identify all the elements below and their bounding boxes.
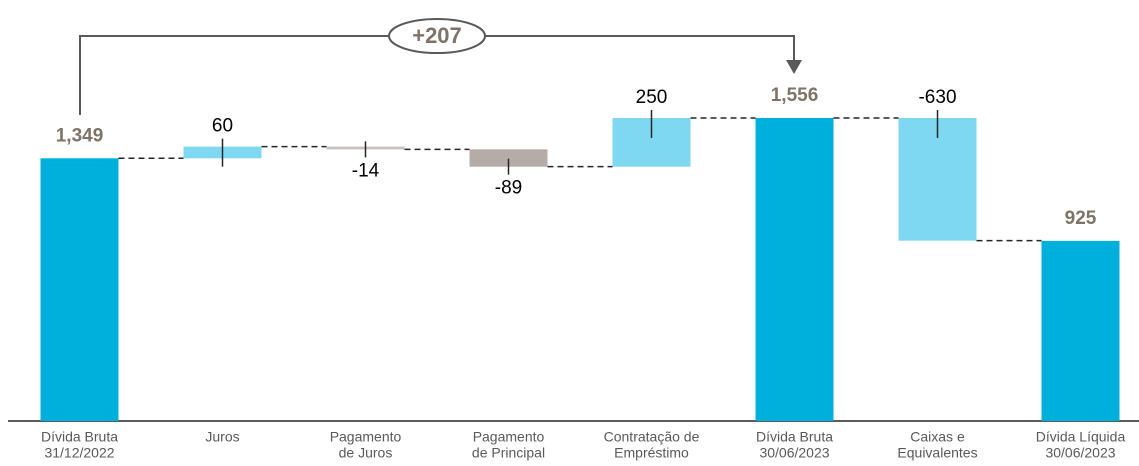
value-label: 60 bbox=[212, 116, 233, 137]
x-tick-label: de Principal bbox=[472, 445, 545, 461]
x-tick-label: Juros bbox=[205, 429, 239, 445]
x-tick-label: Dívida Bruta bbox=[41, 429, 118, 445]
x-tick-label: Equivalentes bbox=[897, 445, 977, 461]
bar bbox=[40, 158, 119, 421]
x-tick-label: Caixas e bbox=[910, 429, 965, 445]
value-label: -89 bbox=[495, 178, 522, 199]
annotation: +207 bbox=[412, 23, 462, 48]
x-tick-label: Dívida Líquida bbox=[1036, 429, 1126, 445]
x-tick-label: Contratação de bbox=[604, 429, 700, 445]
x-tick-label: de Juros bbox=[339, 445, 393, 461]
x-tick-label: Empréstimo bbox=[614, 445, 689, 461]
value-label: -14 bbox=[352, 160, 380, 181]
bar bbox=[469, 149, 548, 167]
bar bbox=[755, 118, 834, 421]
value-label: 1,556 bbox=[771, 85, 819, 106]
x-tick-label: Pagamento bbox=[330, 429, 402, 445]
bar bbox=[1041, 240, 1120, 421]
value-label: -630 bbox=[918, 87, 956, 108]
annotation-ellipse bbox=[388, 18, 486, 54]
value-label: 1,349 bbox=[56, 125, 104, 146]
x-tick-label: 31/12/2022 bbox=[44, 445, 114, 461]
value-label: 250 bbox=[636, 87, 668, 108]
x-tick-label: 30/06/2023 bbox=[759, 445, 829, 461]
x-tick-label: 30/06/2023 bbox=[1045, 445, 1115, 461]
x-tick-label: Dívida Bruta bbox=[756, 429, 833, 445]
x-tick-label: Pagamento bbox=[473, 429, 545, 445]
arrow-head bbox=[786, 60, 802, 74]
bar bbox=[898, 118, 977, 241]
value-label: 925 bbox=[1065, 208, 1097, 229]
